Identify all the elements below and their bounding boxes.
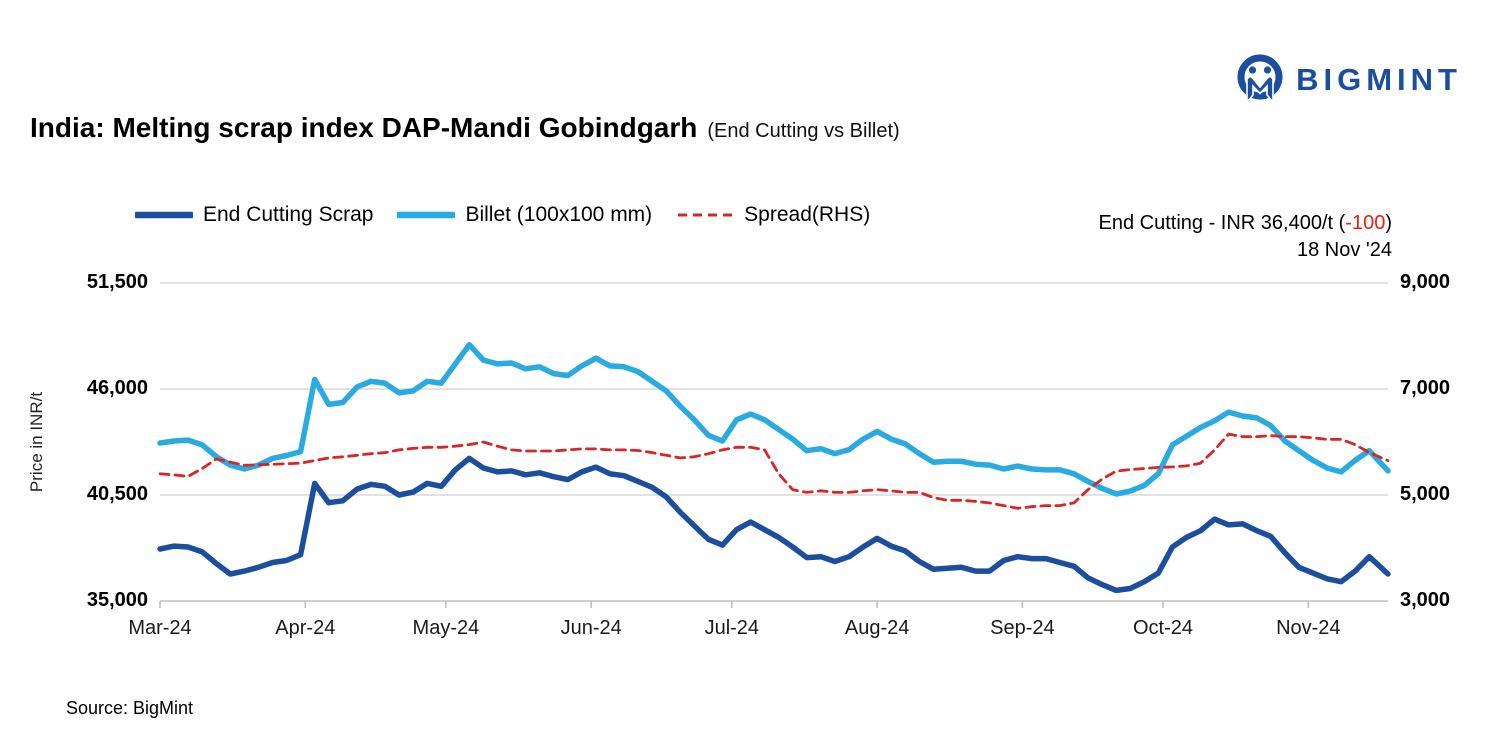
legend-item-end-cutting-scrap: End Cutting Scrap (135, 203, 373, 227)
right-axis-tick-label: 5,000 (1400, 483, 1451, 505)
legend-item-spread-rhs-: Spread(RHS) (676, 203, 870, 227)
legend-swatch-icon (678, 213, 733, 217)
x-axis-tick-label: Jun-24 (560, 617, 622, 639)
source-note: Source: BigMint (66, 698, 194, 718)
legend-label: Billet (100x100 mm) (465, 203, 653, 226)
latest-price-annotation: End Cutting - INR 36,400/t (-100) 18 Nov… (1099, 210, 1393, 264)
chart-subtitle: (End Cutting vs Billet) (707, 120, 900, 142)
bigmint-logo-icon (1234, 52, 1286, 108)
latest-price-line: End Cutting - INR 36,400/t (-100) (1098, 212, 1393, 234)
series-line-billet-100x100-mm- (157, 341, 1391, 497)
series-line-spread-rhs- (158, 432, 1390, 510)
latest-price-date: 18 Nov '24 (1297, 239, 1392, 261)
x-axis-tick-label: Aug-24 (844, 617, 910, 639)
legend-swatch-icon (397, 211, 456, 219)
left-axis-tick-label: 46,000 (86, 377, 148, 399)
series-line-end-cutting-scrap (157, 455, 1391, 594)
bigmint-logo: BIGMINT (1234, 52, 1462, 108)
x-axis-tick-label: May-24 (412, 617, 480, 639)
bigmint-logo-wordmark: BIGMINT (1296, 62, 1462, 97)
left-axis-tick-label: 35,000 (86, 589, 148, 611)
right-axis-tick-label: 3,000 (1400, 589, 1451, 611)
right-axis-tick-label: 7,000 (1400, 377, 1451, 399)
x-axis-tick-label: Nov-24 (1276, 617, 1341, 639)
legend-label: Spread(RHS) (744, 203, 871, 226)
legend-item-billet-100x100-mm-: Billet (100x100 mm) (397, 203, 652, 227)
chart-title-row: India: Melting scrap index DAP-Mandi Gob… (30, 112, 900, 144)
x-axis-tick-label: Mar-24 (128, 617, 192, 639)
x-axis-tick-label: Oct-24 (1133, 617, 1194, 639)
legend-label: End Cutting Scrap (203, 203, 374, 226)
price-change-value: -100 (1345, 212, 1386, 234)
chart-legend: End Cutting Scrap Billet (100x100 mm) Spre… (135, 203, 870, 227)
x-axis-tick-label: Jul-24 (704, 617, 760, 639)
legend-swatch-icon (135, 211, 193, 219)
x-axis-tick-label: Apr-24 (275, 617, 336, 639)
left-axis-title: Price in INR/t (27, 391, 46, 493)
right-axis-tick-label: 9,000 (1400, 271, 1451, 293)
chart-title: India: Melting scrap index DAP-Mandi Gob… (30, 112, 698, 143)
left-axis-tick-label: 51,500 (86, 271, 148, 293)
left-axis-tick-label: 40,500 (86, 483, 148, 505)
x-axis-tick-label: Sep-24 (990, 617, 1055, 639)
